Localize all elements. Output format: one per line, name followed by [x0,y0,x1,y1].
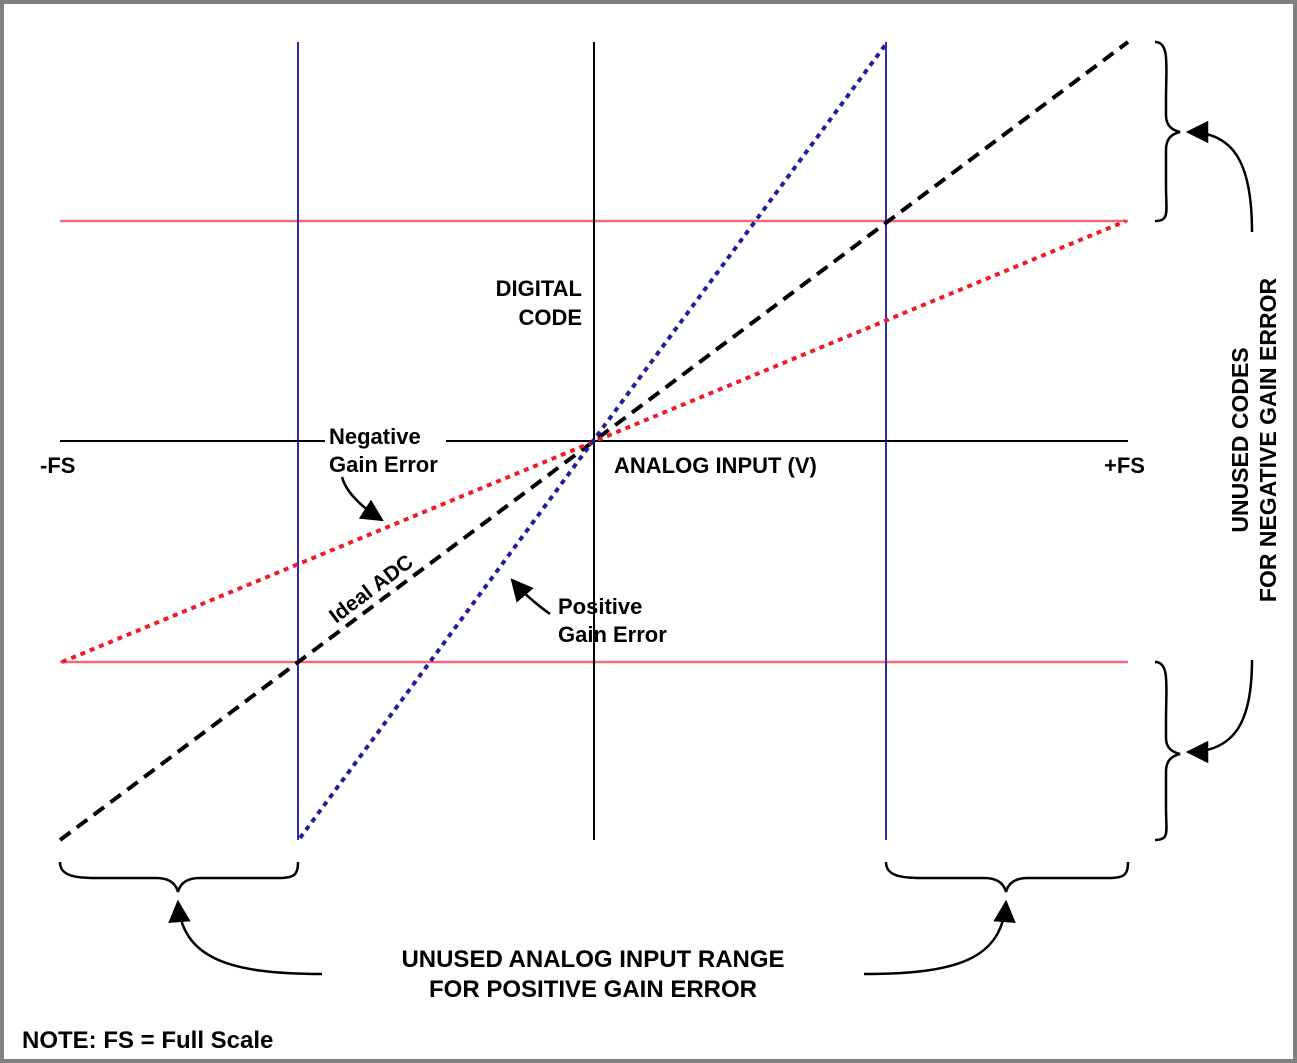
neg-fs-label: -FS [40,453,75,478]
positive-gain-arrow-icon [510,578,551,616]
left-bottom-brace-icon [58,861,300,893]
note-label: NOTE: FS = Full Scale [22,1027,273,1054]
upper-right-brace-icon [1154,40,1181,223]
unused-codes-label-1: UNUSED CODES [1227,347,1253,532]
unused-codes-label-2: FOR NEGATIVE GAIN ERROR [1255,278,1281,603]
positive-gain-label-1: Positive [558,594,642,619]
pos-fs-label: +FS [1104,453,1145,478]
lower-right-brace-icon [1154,660,1181,842]
ideal-adc-label: Ideal ADC [325,550,417,628]
unused-codes-arrow-down-icon [1185,659,1254,764]
right-bottom-brace-icon [884,861,1130,893]
positive-gain-label-2: Gain Error [558,622,667,647]
negative-gain-label-2: Gain Error [329,452,438,477]
ideal-adc-line [58,40,1130,842]
positive-gain-error-line [298,42,888,840]
unused-codes-arrow-up-icon [1185,120,1254,233]
digital-code-label-1: DIGITAL [496,276,582,301]
digital-code-label-2: CODE [518,305,582,330]
analog-input-label: ANALOG INPUT (V) [614,453,817,478]
negative-gain-error-line [61,219,1127,664]
negative-gain-label-1: Negative [329,424,421,449]
unused-range-label-2: FOR POSITIVE GAIN ERROR [429,976,757,1003]
unused-range-label-1: UNUSED ANALOG INPUT RANGE [401,946,784,973]
negative-gain-arrow-icon [340,476,384,522]
unused-range-arrow-right-icon [863,899,1016,976]
unused-range-arrow-left-icon [168,899,323,976]
